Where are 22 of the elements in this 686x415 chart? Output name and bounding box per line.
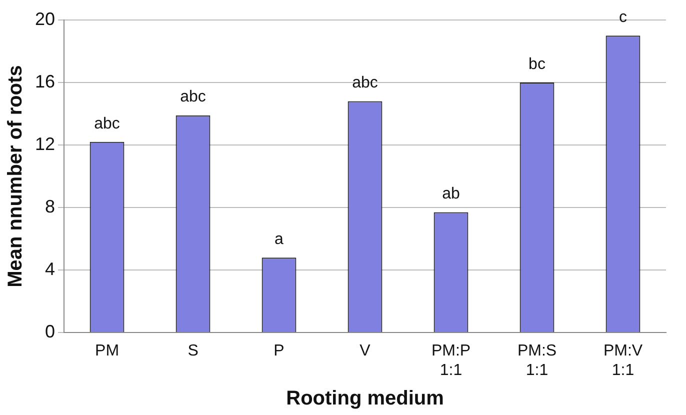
annotation: a (274, 230, 284, 248)
y-axis-title: Mean nnumber of roots (4, 65, 27, 288)
x-tick-label: PM:P 1:1 (431, 342, 471, 379)
annotation: abc (94, 115, 120, 132)
annotation: ab (442, 186, 460, 203)
y-tick-label: 16 (34, 71, 56, 92)
y-tick-label: 4 (45, 259, 56, 280)
y-tick-label: 12 (34, 134, 56, 154)
annotation: c (619, 9, 627, 26)
y-tick-label: 8 (45, 196, 56, 217)
y-tick-label: 0 (45, 322, 56, 342)
x-tick-label: V (360, 342, 371, 360)
x-tick-label: PM:S 1:1 (517, 342, 557, 379)
x-tick-label: PM:V 1:1 (603, 342, 643, 379)
x-tick-label: PM (95, 342, 120, 360)
annotation: bc (528, 56, 546, 73)
y-tick-label: 20 (34, 8, 56, 29)
x-tick-label: P (274, 342, 284, 360)
annotation: abc (180, 88, 206, 106)
x-axis-title: Rooting medium (286, 388, 444, 410)
x-tick-label: S (188, 342, 198, 360)
annotation: abc (352, 74, 378, 92)
